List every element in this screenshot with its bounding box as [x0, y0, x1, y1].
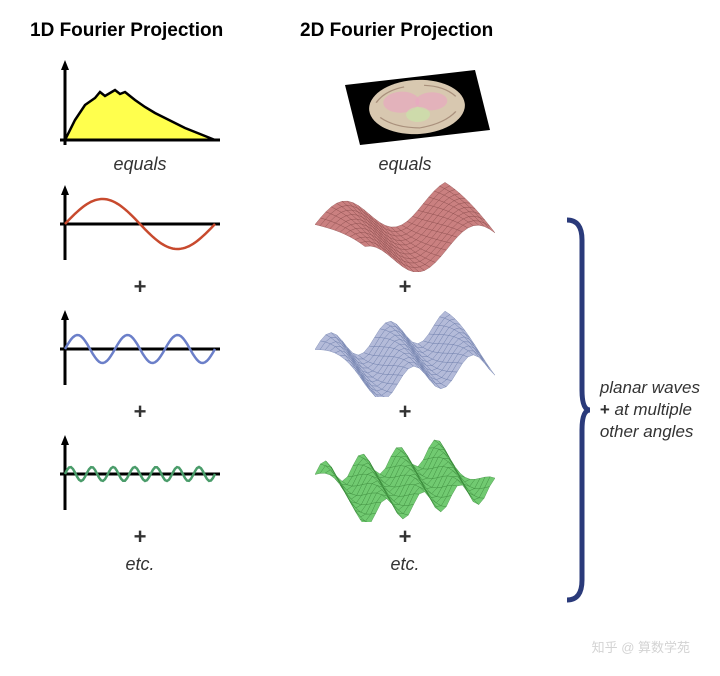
wave-1d-2	[50, 427, 230, 522]
bracket-line1: planar waves	[600, 377, 700, 399]
plus-1d-2: +	[134, 524, 147, 550]
equals-1d: equals	[113, 154, 166, 175]
signal-1d-cell	[50, 57, 230, 152]
brain-cell	[315, 57, 495, 152]
wave-1d-1	[50, 302, 230, 397]
bracket-line3: other angles	[600, 421, 700, 443]
bracket-icon	[562, 210, 592, 610]
plus-2d-1: +	[399, 399, 412, 425]
title-2d: 2D Fourier Projection	[300, 20, 493, 42]
title-1d: 1D Fourier Projection	[30, 20, 223, 42]
surface-2d-0	[315, 177, 495, 272]
bracket-line2: + at multiple	[600, 399, 700, 421]
surface-2d-1	[315, 302, 495, 397]
column-2d: 2D Fourier Projection equals + + + etc.	[280, 20, 530, 577]
etc-1d: etc.	[125, 554, 154, 575]
plus-2d-0: +	[399, 274, 412, 300]
column-1d: 1D Fourier Projection equals + + + etc.	[30, 20, 250, 577]
wave-1d-0	[50, 177, 230, 272]
bracket-text: planar waves + at multiple other angles	[600, 377, 700, 443]
surface-2d-2	[315, 427, 495, 522]
plus-2d-2: +	[399, 524, 412, 550]
plus-1d-1: +	[134, 399, 147, 425]
equals-2d: equals	[378, 154, 431, 175]
watermark: 知乎 @ 算数学苑	[592, 637, 690, 656]
plus-1d-0: +	[134, 274, 147, 300]
etc-2d: etc.	[390, 554, 419, 575]
bracket-annotation: planar waves + at multiple other angles	[562, 210, 700, 610]
